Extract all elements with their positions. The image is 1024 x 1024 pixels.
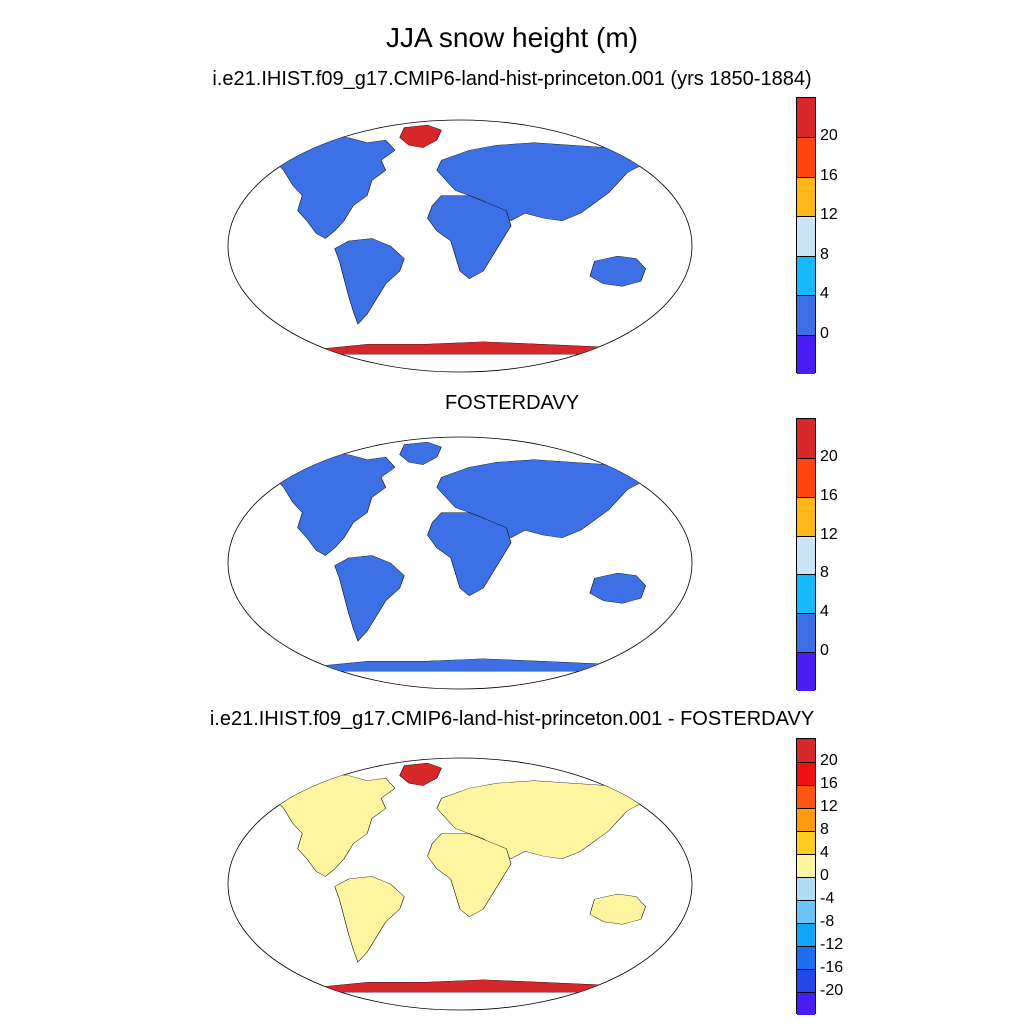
colorbar-label: 8: [820, 564, 829, 582]
colorbar-segment: [797, 831, 815, 854]
colorbar-segment: [797, 739, 815, 762]
panel-2-title: FOSTERDAVY: [444, 392, 580, 414]
colorbar-label: 4: [820, 603, 829, 621]
north-america: [274, 134, 396, 239]
antarctica: [292, 658, 628, 672]
colorbar-segment: [797, 613, 815, 653]
colorbar-segment: [797, 969, 815, 992]
colorbar-label: -8: [820, 913, 835, 930]
colorbar-label: 0: [820, 642, 829, 660]
colorbar-label: 20: [820, 447, 838, 465]
panel-1-title: i.e21.IHIST.f09_g17.CMIP6-land-hist-prin…: [212, 68, 812, 90]
colorbar-label: 12: [820, 206, 838, 224]
colorbar-1: [796, 97, 816, 374]
colorbar-label: -16: [820, 959, 844, 976]
colorbar-segment: [797, 900, 815, 923]
colorbar-segment: [797, 216, 815, 256]
colorbar-label: 16: [820, 775, 838, 792]
colorbar-segment: [797, 496, 815, 536]
colorbar-label: 4: [820, 285, 829, 303]
colorbar-label: 12: [820, 525, 838, 543]
colorbar-label: 16: [820, 486, 838, 504]
colorbar-label: 16: [820, 166, 838, 184]
north-america: [274, 772, 396, 877]
colorbar-2: [796, 418, 816, 691]
colorbar-segment: [797, 652, 815, 691]
antarctica: [292, 341, 628, 355]
eurasia: [436, 459, 646, 539]
panel-3-title: i.e21.IHIST.f09_g17.CMIP6-land-hist-prin…: [209, 708, 815, 730]
colorbar-segment: [797, 992, 815, 1015]
colorbar-segment: [797, 334, 815, 374]
south-america: [334, 876, 405, 963]
south-america: [334, 238, 405, 325]
colorbar-segment: [797, 762, 815, 785]
australia: [589, 572, 646, 604]
colorbar-segment: [797, 535, 815, 575]
colorbar-label: -20: [820, 982, 844, 999]
africa: [427, 195, 512, 280]
colorbar-label: 20: [820, 127, 838, 145]
colorbar-label: 20: [820, 752, 838, 769]
greenland: [399, 124, 442, 148]
main-title: JJA snow height (m): [385, 22, 639, 53]
colorbar-label: 0: [820, 324, 829, 342]
africa: [427, 512, 512, 597]
colorbar-segment: [797, 854, 815, 877]
australia: [589, 255, 646, 287]
colorbar-segment: [797, 255, 815, 296]
colorbar-segment: [797, 808, 815, 831]
greenland: [399, 762, 442, 786]
colorbar-label: -4: [820, 890, 835, 907]
colorbar-segment: [797, 923, 815, 946]
australia: [589, 893, 646, 925]
colorbar-segment: [797, 946, 815, 969]
eurasia: [436, 780, 646, 860]
colorbar-3: [796, 738, 816, 1015]
colorbar-label: 8: [820, 245, 829, 263]
colorbar-segment: [797, 785, 815, 808]
colorbar-segment: [797, 419, 815, 458]
colorbar-label: 0: [820, 867, 829, 884]
colorbar-label: 8: [820, 821, 829, 838]
colorbar-segment: [797, 574, 815, 614]
antarctica: [292, 979, 628, 993]
colorbar-label: 4: [820, 844, 829, 861]
africa: [427, 833, 512, 918]
colorbar-segment: [797, 98, 815, 138]
colorbar-segment: [797, 295, 815, 335]
colorbar-segment: [797, 457, 815, 497]
colorbar-segment: [797, 137, 815, 177]
colorbar-label: -12: [820, 936, 844, 953]
eurasia: [436, 142, 646, 222]
north-america: [274, 451, 396, 556]
colorbar-label: 12: [820, 798, 838, 815]
south-america: [334, 555, 405, 642]
greenland: [399, 441, 442, 465]
colorbar-segment: [797, 877, 815, 900]
colorbar-segment: [797, 176, 815, 217]
